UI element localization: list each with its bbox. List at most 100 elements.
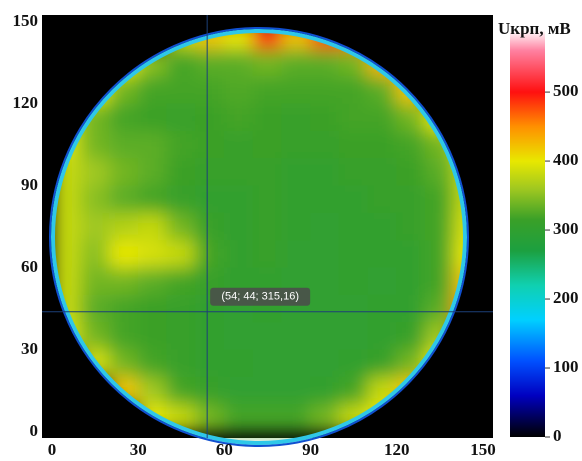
y-tick-label: 90 (21, 175, 38, 194)
heatmap-cell (166, 49, 196, 77)
heatmap-cell (80, 240, 110, 268)
heatmap-cell (195, 76, 225, 104)
heatmap-cell (224, 350, 254, 378)
heatmap-cell (368, 213, 398, 241)
heatmap-cell (339, 268, 369, 296)
heatmap-cell (253, 104, 283, 132)
heatmap-cell (310, 268, 340, 296)
heatmap-cell (368, 104, 398, 132)
heatmap-cell (138, 268, 168, 296)
heatmap-cell (166, 268, 196, 296)
heatmap-cell (310, 104, 340, 132)
heatmap-cell (281, 240, 311, 268)
heatmap-cell (396, 322, 426, 350)
heatmap-cell (138, 295, 168, 323)
heatmap-cell (109, 131, 139, 159)
heatmap-cell (138, 76, 168, 104)
heatmap-cell (281, 104, 311, 132)
heatmap-cell (166, 104, 196, 132)
heatmap-cell (195, 49, 225, 77)
heatmap-cell (195, 186, 225, 214)
heatmap-cell (138, 322, 168, 350)
heatmap-cell (80, 213, 110, 241)
heatmap-cell (109, 268, 139, 296)
colorbar-tick-label: 300 (553, 219, 579, 238)
heatmap-cell (224, 104, 254, 132)
heatmap-cell (195, 104, 225, 132)
heatmap-cell (224, 404, 254, 432)
heatmap-cell (339, 350, 369, 378)
colorbar-tick-label: 400 (553, 150, 579, 169)
heatmap-cell (166, 213, 196, 241)
heatmap-cell (80, 295, 110, 323)
heatmap-cell (253, 49, 283, 77)
heatmap-cell (368, 268, 398, 296)
heatmap-cell (138, 240, 168, 268)
heatmap-cell (224, 186, 254, 214)
heatmap-cell (166, 131, 196, 159)
heatmap-cell (224, 377, 254, 405)
heatmap-cell (281, 49, 311, 77)
x-tick-label: 0 (48, 440, 57, 459)
heatmap-cell (310, 322, 340, 350)
heatmap-cell (166, 240, 196, 268)
heatmap-cell (195, 158, 225, 186)
heatmap-cell (224, 131, 254, 159)
heatmap-cell (281, 76, 311, 104)
heatmap-cell (253, 158, 283, 186)
heatmap-cell (195, 377, 225, 405)
heatmap-cell (138, 350, 168, 378)
x-tick-label: 90 (302, 440, 319, 459)
heatmap-cell (166, 350, 196, 378)
y-tick-label: 120 (13, 93, 39, 112)
x-tick-label: 30 (130, 440, 147, 459)
tooltip-text: (54; 44; 315,16) (221, 291, 299, 303)
heatmap-cell (310, 131, 340, 159)
heatmap-cell (253, 350, 283, 378)
colorbar-tick-label: 500 (553, 81, 579, 100)
heatmap-cell (281, 322, 311, 350)
y-tick-label: 60 (21, 257, 38, 276)
colorbar-title: Uкрп, мВ (498, 19, 571, 38)
heatmap-cell (281, 350, 311, 378)
heatmap-cell (281, 213, 311, 241)
heatmap-cell (339, 213, 369, 241)
colorbar-tick-label: 0 (553, 426, 562, 445)
heatmap-cell (310, 377, 340, 405)
heatmap-cell (224, 213, 254, 241)
heatmap-cell (253, 322, 283, 350)
heatmap-cell (310, 213, 340, 241)
heatmap-cell (109, 350, 139, 378)
heatmap-cell (166, 158, 196, 186)
heatmap-cell (396, 131, 426, 159)
heatmap-cell (310, 350, 340, 378)
heatmap-cell (368, 240, 398, 268)
heatmap-cell (138, 186, 168, 214)
heatmap-cell (425, 186, 455, 214)
colorbar (510, 30, 545, 437)
heatmap-cell (195, 404, 225, 432)
heatmap-cell (224, 158, 254, 186)
heatmap-cell (368, 186, 398, 214)
heatmap-cell (281, 186, 311, 214)
heatmap-cell (253, 377, 283, 405)
colorbar-tick-label: 100 (553, 357, 579, 376)
heatmap-cell (138, 213, 168, 241)
heatmap-cell (310, 76, 340, 104)
heatmap-cell (80, 186, 110, 214)
heatmap-cell (138, 104, 168, 132)
chart: (54; 44; 315,16) Uкрп, мВ 01002003004005… (0, 0, 582, 461)
heatmap-cell (224, 76, 254, 104)
heatmap-cell (109, 213, 139, 241)
heatmap-cell (253, 404, 283, 432)
heatmap-cell (339, 104, 369, 132)
heatmap-cell (339, 377, 369, 405)
y-tick-label: 150 (13, 11, 39, 30)
heatmap-cell (281, 377, 311, 405)
x-tick-label: 60 (216, 440, 233, 459)
heatmap-cell (281, 404, 311, 432)
x-tick-label: 120 (384, 440, 410, 459)
heatmap-cell (396, 186, 426, 214)
heatmap-cell (195, 322, 225, 350)
heatmap-cell (253, 186, 283, 214)
